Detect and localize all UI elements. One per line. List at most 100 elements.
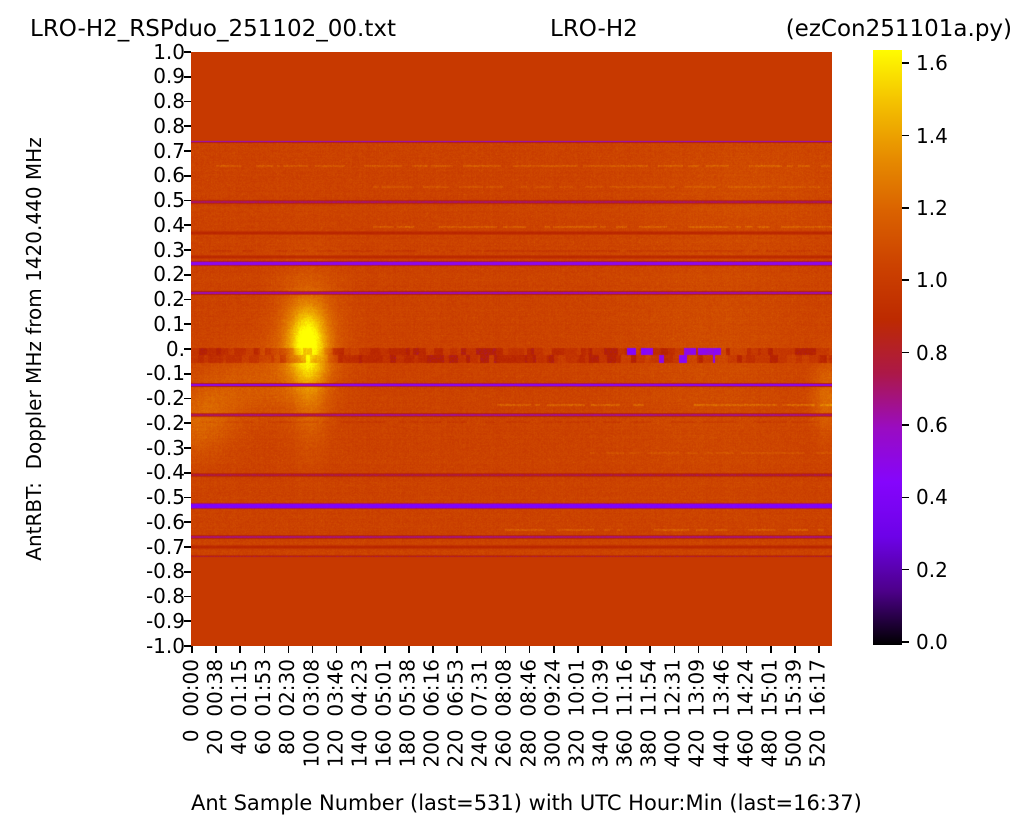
y-tick-label: -0.8 xyxy=(145,559,185,584)
y-tick-mark xyxy=(184,595,191,598)
x-tick-label: 20 00:38 xyxy=(202,659,227,755)
x-tick-mark xyxy=(577,646,579,653)
x-tick-label: 460 14:24 xyxy=(733,659,758,768)
x-tick-mark xyxy=(552,646,555,653)
colorbar-tick-mark xyxy=(902,568,909,571)
x-tick-mark xyxy=(480,646,483,653)
y-tick-label: 0.7 xyxy=(153,138,185,163)
x-tick-label: 200 06:16 xyxy=(419,659,444,768)
x-tick-mark xyxy=(432,646,434,653)
x-tick-label: 60 01:53 xyxy=(251,659,276,755)
x-tick-label: 80 02:30 xyxy=(275,659,300,755)
x-tick-label: 520 16:17 xyxy=(805,659,830,768)
y-tick-label: 0.2 xyxy=(153,287,185,311)
y-tick-label: -0.8 xyxy=(145,584,185,608)
y-tick-mark xyxy=(184,224,191,227)
y-tick-label: -0.2 xyxy=(145,410,185,435)
x-tick-label: 360 11:16 xyxy=(612,659,637,768)
x-tick-mark xyxy=(625,646,627,653)
y-tick-mark xyxy=(184,471,191,474)
y-tick-mark xyxy=(184,199,191,202)
x-tick-label: 480 15:01 xyxy=(757,659,782,768)
x-tick-label: 440 13:46 xyxy=(709,659,734,768)
y-tick-mark xyxy=(184,570,191,573)
y-tick-label: 0.4 xyxy=(153,212,185,237)
spectrogram-heatmap xyxy=(191,52,832,646)
x-tick-mark xyxy=(239,646,242,653)
x-tick-label: 0 00:00 xyxy=(179,659,204,743)
x-tick-label: 180 05:38 xyxy=(395,659,420,768)
x-tick-label: 380 11:54 xyxy=(636,659,661,768)
y-tick-mark xyxy=(184,496,191,499)
colorbar-tick-label: 1.4 xyxy=(916,123,948,148)
x-tick-mark xyxy=(335,646,338,653)
x-tick-label: 500 15:39 xyxy=(781,659,806,768)
x-tick-label: 400 12:31 xyxy=(660,659,685,768)
x-tick-mark xyxy=(721,646,724,653)
x-tick-mark xyxy=(191,646,193,653)
x-tick-label: 140 04:23 xyxy=(347,659,372,768)
colorbar-tick-mark xyxy=(902,351,909,354)
x-tick-mark xyxy=(504,646,507,653)
y-tick-label: -0.4 xyxy=(145,460,185,485)
y-tick-label: 0.9 xyxy=(153,64,185,89)
x-tick-label: 260 08:08 xyxy=(492,659,517,768)
x-tick-mark xyxy=(456,646,459,653)
y-tick-mark xyxy=(184,348,191,350)
x-tick-mark xyxy=(601,646,603,653)
x-tick-mark xyxy=(360,646,362,653)
y-tick-label: 0.8 xyxy=(153,113,185,138)
colorbar-tick-label: 1.2 xyxy=(916,195,948,220)
x-tick-mark xyxy=(818,646,820,653)
colorbar-tick-mark xyxy=(902,424,909,426)
x-tick-mark xyxy=(263,646,266,653)
y-tick-mark xyxy=(184,323,191,326)
x-tick-mark xyxy=(287,646,290,653)
y-tick-mark xyxy=(184,397,191,400)
y-tick-mark xyxy=(184,546,191,548)
colorbar-gradient xyxy=(873,50,902,645)
y-tick-label: 0.6 xyxy=(153,163,185,188)
x-tick-mark xyxy=(649,646,651,653)
x-tick-label: 100 03:08 xyxy=(299,659,324,768)
x-tick-label: 320 10:01 xyxy=(564,659,589,768)
x-tick-label: 220 06:53 xyxy=(443,659,468,768)
y-tick-mark xyxy=(184,75,191,78)
x-tick-label: 340 10:39 xyxy=(588,659,613,768)
plot-title-filename: LRO-H2_RSPduo_251102_00.txt xyxy=(30,16,396,42)
y-tick-label: 0.5 xyxy=(153,188,185,212)
x-tick-mark xyxy=(311,646,314,653)
colorbar-tick-label: 1.0 xyxy=(916,268,948,293)
y-tick-label: 0.2 xyxy=(153,262,185,287)
y-tick-label: -0.1 xyxy=(145,361,185,386)
plot-title-object: LRO-H2 xyxy=(550,16,638,42)
x-tick-mark xyxy=(528,646,531,653)
x-tick-label: 300 09:24 xyxy=(540,659,565,768)
x-tick-mark xyxy=(794,646,796,653)
y-tick-label: 0. xyxy=(165,336,185,361)
plot-title-program: (ezCon251101a.py) xyxy=(785,16,1012,42)
x-tick-label: 240 07:31 xyxy=(467,659,492,768)
y-tick-mark xyxy=(184,521,191,524)
y-tick-mark xyxy=(184,100,191,103)
y-axis-label: AntRBT: Doppler MHz from 1420.440 MHz xyxy=(22,137,46,561)
x-axis-label: Ant Sample Number (last=531) with UTC Ho… xyxy=(191,791,862,815)
y-tick-mark xyxy=(184,273,191,276)
colorbar-tick-mark xyxy=(902,641,909,643)
y-tick-label: 1.0 xyxy=(153,39,185,64)
colorbar-tick-label: 0.6 xyxy=(916,412,948,437)
colorbar-tick-mark xyxy=(902,62,909,64)
colorbar-tick-mark xyxy=(902,207,909,209)
y-tick-mark xyxy=(184,51,191,53)
colorbar-tick-label: 0.4 xyxy=(916,485,948,510)
y-tick-label: 0.3 xyxy=(153,237,185,262)
x-tick-label: 280 08:46 xyxy=(516,659,541,768)
x-tick-mark xyxy=(745,646,748,653)
colorbar-tick-label: 0.8 xyxy=(916,340,948,365)
y-tick-label: -0.3 xyxy=(145,435,185,460)
y-tick-label: -0.7 xyxy=(145,534,185,559)
y-tick-mark xyxy=(184,249,191,251)
y-tick-mark xyxy=(184,125,191,128)
colorbar-tick-label: 0.2 xyxy=(916,557,948,582)
